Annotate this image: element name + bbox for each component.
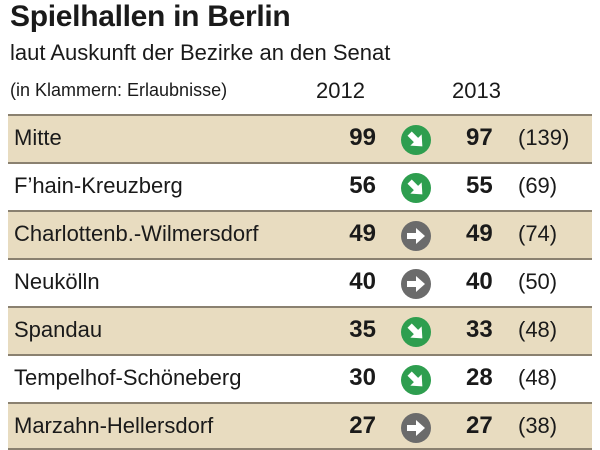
- permits-value: (50): [518, 269, 558, 294]
- permits-value: (48): [518, 317, 558, 342]
- value-2013: 49: [466, 220, 493, 247]
- district-name: Charlottenb.-Wilmersdorf: [14, 221, 259, 246]
- table-row: Marzahn-Hellersdorf 27 27 (38): [8, 402, 592, 450]
- trend-same-icon: [401, 413, 431, 443]
- column-header-2013: 2013: [452, 78, 501, 103]
- trend-same-icon: [401, 269, 431, 299]
- permits-value: (38): [518, 413, 558, 438]
- permits-value: (48): [518, 365, 558, 390]
- value-2012: 40: [349, 268, 376, 295]
- value-2013: 28: [466, 364, 493, 391]
- value-2013: 27: [466, 412, 493, 439]
- trend-down-icon: [401, 125, 431, 155]
- permits-note: (in Klammern: Erlaubnisse): [10, 80, 228, 100]
- trend-same-icon: [401, 221, 431, 251]
- value-2013: 33: [466, 316, 493, 343]
- district-rows: Mitte 99 97 (139) F’hain-Kreuzberg 56 55 (69) Ch…: [8, 114, 592, 450]
- district-name: Marzahn-Hellersdorf: [14, 413, 214, 438]
- trend-down-icon: [401, 365, 431, 395]
- value-2012: 30: [349, 364, 376, 391]
- table-row: Tempelhof-Schöneberg 30 28 (48): [8, 354, 592, 402]
- value-2012: 49: [349, 220, 376, 247]
- value-2013: 97: [466, 124, 493, 151]
- permits-value: (139): [518, 125, 570, 150]
- value-2013: 40: [466, 268, 493, 295]
- chart-subtitle: laut Auskunft der Bezirke an den Senat: [10, 40, 391, 65]
- value-2012: 99: [349, 124, 376, 151]
- trend-down-icon: [401, 173, 431, 203]
- trend-down-icon: [401, 317, 431, 347]
- table-row: F’hain-Kreuzberg 56 55 (69): [8, 162, 592, 210]
- district-name: Mitte: [14, 125, 62, 150]
- value-2012: 56: [349, 172, 376, 199]
- value-2012: 27: [349, 412, 376, 439]
- chart-title: Spielhallen in Berlin: [10, 0, 291, 33]
- permits-value: (74): [518, 221, 558, 246]
- table-row: Charlottenb.-Wilmersdorf 49 49 (74): [8, 210, 592, 258]
- district-name: Tempelhof-Schöneberg: [14, 365, 242, 390]
- permits-value: (69): [518, 173, 558, 198]
- value-2012: 35: [349, 316, 376, 343]
- table-row: Mitte 99 97 (139): [8, 114, 592, 162]
- table-row: Neukölln 40 40 (50): [8, 258, 592, 306]
- table-row: Spandau 35 33 (48): [8, 306, 592, 354]
- value-2013: 55: [466, 172, 493, 199]
- district-name: F’hain-Kreuzberg: [14, 173, 183, 198]
- district-name: Neukölln: [14, 269, 100, 294]
- district-name: Spandau: [14, 317, 103, 342]
- column-header-2012: 2012: [316, 78, 365, 103]
